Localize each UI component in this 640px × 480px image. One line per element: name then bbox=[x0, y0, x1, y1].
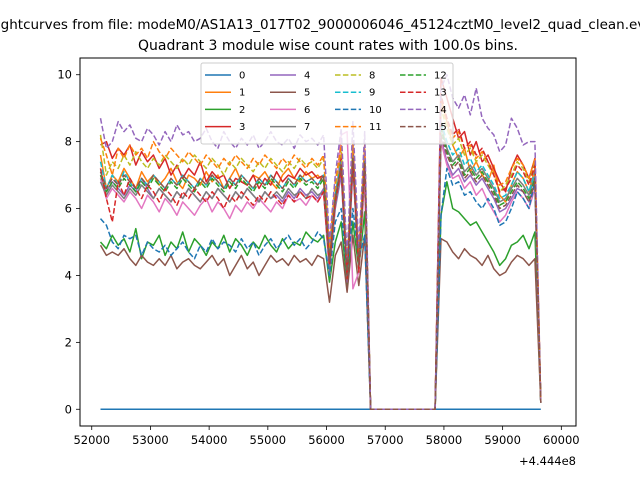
y-tick-label: 4 bbox=[65, 268, 72, 282]
x-offset-label: +4.444e8 bbox=[519, 454, 576, 468]
x-axis: 52000 53000 54000 55000 56000 57000 58000 59000… bbox=[73, 426, 580, 447]
legend-box bbox=[200, 62, 454, 145]
x-tick-label: 54000 bbox=[191, 433, 228, 447]
series-line-12 bbox=[99, 127, 542, 411]
series-line-14 bbox=[99, 73, 542, 411]
legend-label-14: 14 bbox=[434, 105, 447, 116]
x-tick-label: 55000 bbox=[250, 433, 287, 447]
y-tick-label: 8 bbox=[65, 135, 72, 149]
x-tick-label: 58000 bbox=[426, 433, 463, 447]
series-line-15 bbox=[99, 134, 542, 411]
legend-label-6: 6 bbox=[304, 105, 310, 116]
legend-label-13: 13 bbox=[434, 88, 447, 99]
legend-label-9: 9 bbox=[369, 88, 375, 99]
y-tick-label: 0 bbox=[65, 402, 72, 416]
legend-label-4: 4 bbox=[304, 71, 310, 82]
x-tick-label: 52000 bbox=[73, 433, 110, 447]
y-tick-label: 10 bbox=[57, 68, 72, 82]
series-line-7 bbox=[99, 124, 542, 411]
series-line-11 bbox=[99, 104, 542, 411]
series-line-8 bbox=[99, 107, 542, 411]
x-tick-label: 59000 bbox=[484, 433, 521, 447]
legend-label-15: 15 bbox=[434, 122, 447, 133]
chart-title: Quadrant 3 module wise count rates with … bbox=[138, 38, 518, 54]
figure-suptitle: Lightcurves from file: modeM0/AS1A13_017… bbox=[0, 17, 640, 33]
x-tick-label: 57000 bbox=[367, 433, 404, 447]
series-line-2 bbox=[99, 181, 542, 411]
axes-frame bbox=[79, 57, 577, 427]
series-line-10 bbox=[99, 167, 542, 411]
legend-label-2: 2 bbox=[239, 105, 245, 116]
y-tick-label: 2 bbox=[65, 335, 72, 349]
x-tick-label: 53000 bbox=[132, 433, 169, 447]
series-line-6 bbox=[99, 130, 542, 411]
legend-label-8: 8 bbox=[369, 71, 375, 82]
series-line-1 bbox=[99, 97, 542, 411]
series-line-5 bbox=[99, 234, 542, 411]
series-line-13 bbox=[99, 94, 542, 411]
legend-label-10: 10 bbox=[369, 105, 382, 116]
legend-label-0: 0 bbox=[239, 71, 245, 82]
x-tick-label: 56000 bbox=[308, 433, 345, 447]
legend-label-7: 7 bbox=[304, 122, 310, 133]
y-tick-label: 6 bbox=[65, 202, 72, 216]
x-tick-label: 60000 bbox=[543, 433, 580, 447]
legend-label-5: 5 bbox=[304, 88, 310, 99]
legend-label-12: 12 bbox=[434, 71, 447, 82]
series-line-3 bbox=[100, 77, 542, 411]
legend-label-11: 11 bbox=[369, 122, 382, 133]
series-layer bbox=[99, 73, 542, 411]
y-axis: 0 2 4 6 8 10 bbox=[57, 68, 80, 416]
legend-label-3: 3 bbox=[239, 122, 245, 133]
legend-label-1: 1 bbox=[239, 88, 245, 99]
